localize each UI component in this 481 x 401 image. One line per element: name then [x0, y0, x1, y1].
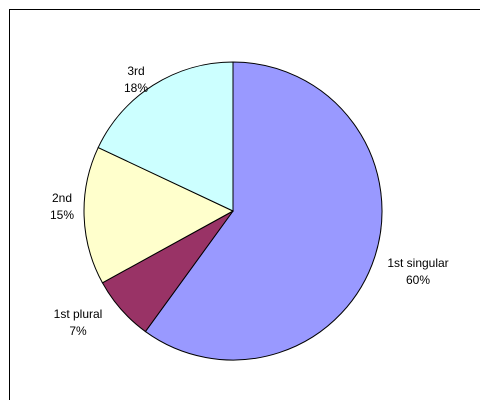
pie-slice-3rd [97, 61, 234, 212]
slice-percent-3rd: 18% [124, 81, 148, 95]
pie-slices [83, 61, 383, 361]
slice-percent-1st-plural: 7% [69, 324, 87, 338]
slice-label-1st-plural: 1st plural [54, 307, 103, 321]
pie-labels: 1st singular 60% 1st plural 7% 2nd 15% 3… [50, 64, 449, 338]
slice-label-2nd: 2nd [52, 191, 72, 205]
slice-label-1st-singular: 1st singular [387, 256, 448, 270]
slice-percent-2nd: 15% [50, 208, 74, 222]
slice-percent-1st-singular: 60% [406, 273, 430, 287]
pie-slice-1st-singular [144, 61, 383, 361]
slice-label-3rd: 3rd [127, 64, 144, 78]
pie-slice-2nd [83, 146, 235, 284]
